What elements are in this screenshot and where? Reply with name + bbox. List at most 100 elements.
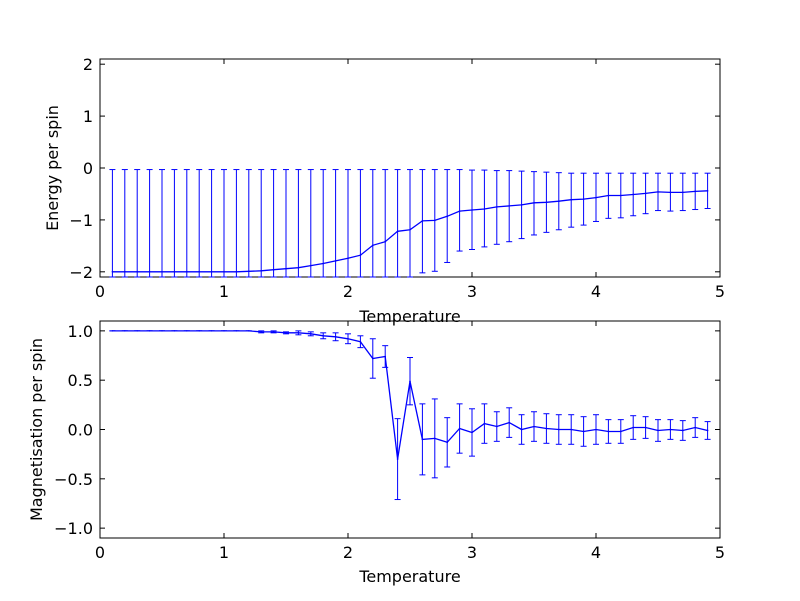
magnetisation-data-point [458,427,461,430]
magnetisation-data-point [607,430,610,433]
magnetisation-data-point [533,425,535,428]
magnetisation-data-point [322,334,325,337]
magnetisation-data-point [582,430,585,433]
magnetisation-ytick-label: 1.0 [68,322,93,341]
magnetisation-data-point [694,426,696,429]
energy-xtick-label: 4 [591,282,601,301]
energy-data-point [446,215,449,218]
magnetisation-data-point [235,330,238,332]
energy-data-point [161,271,163,273]
magnetisation-data-point [223,330,225,332]
energy-data-point [682,191,684,194]
energy-xtick-label: 3 [467,282,477,301]
magnetisation-data-point [471,431,473,434]
magnetisation-data-point [706,429,709,432]
energy-xtick-label: 0 [95,282,105,301]
energy-xlabel: Temperature [358,307,460,326]
magnetisation-data-point [558,428,560,431]
energy-data-point [520,204,523,206]
magnetisation-data-point [260,331,263,333]
magnetisation-data-point [285,332,287,334]
energy-data-point [533,201,535,204]
magnetisation-data-point [595,428,597,431]
magnetisation-data-point [483,422,486,425]
magnetisation-data-point [136,330,138,332]
magnetisation-data-point [148,330,151,332]
magnetisation-data-point [210,330,213,332]
energy-data-point [496,206,498,208]
magnetisation-data-point [657,429,659,432]
magnetisation-data-point [248,330,250,332]
energy-data-point [409,228,411,231]
energy-data-point [644,192,647,195]
magnetisation-data-point [421,438,424,441]
magnetisation-data-point [496,425,498,428]
magnetisation-data-point [347,337,349,340]
energy-data-point [173,271,176,273]
magnetisation-data-point [446,441,449,444]
magnetisation-data-point [434,437,436,440]
energy-ytick-label: −1 [69,211,93,230]
energy-data-point [458,210,461,212]
energy-data-point [124,271,126,273]
energy-data-point [272,268,275,271]
energy-data-point [384,240,387,243]
magnetisation-ytick-label: 0.5 [68,371,93,390]
energy-data-point [210,271,213,273]
energy-xtick-label: 2 [343,282,353,301]
energy-data-point [471,209,473,211]
energy-ytick-label: −2 [69,263,93,282]
magnetisation-data-point [198,330,200,332]
magnetisation-data-point [632,426,634,429]
energy-data-point [285,267,287,270]
magnetisation-ylabel: Magnetisation per spin [27,338,46,521]
energy-data-point [483,208,486,210]
energy-data-point [223,271,225,273]
energy-data-point [322,262,325,265]
energy-data-point [396,230,399,233]
energy-ytick-label: 1 [83,107,93,126]
energy-data-point [570,198,572,201]
magnetisation-data-point [545,427,548,430]
energy-data-point [334,260,337,262]
magnetisation-data-point [682,429,684,432]
magnetisation-data-point [520,428,523,431]
energy-data-point [595,196,597,199]
energy-data-point [434,219,436,222]
magnetisation-data-point [161,330,163,332]
energy-data-point [359,254,362,256]
energy-data-point [582,198,585,200]
magnetisation-data-point [359,340,362,343]
magnetisation-data-point [570,428,572,431]
magnetisation-data-point [396,458,399,460]
magnetisation-data-point [334,335,337,338]
energy-data-point [632,193,634,196]
energy-data-point [260,269,263,272]
energy-data-point [545,201,548,204]
magnetisation-ytick-label: 0.0 [68,421,93,440]
energy-data-point [235,271,238,273]
magnetisation-ytick-label: −1.0 [54,519,93,538]
energy-ylabel: Energy per spin [43,105,62,231]
magnetisation-data-point [310,333,312,335]
magnetisation-data-point [409,380,411,382]
magnetisation-panel: 0 1 2 3 4 5 −1.0 −0.5 0.0 0.5 1.0 Magnetisation per… [27,320,725,586]
magnetisation-data-point [272,331,275,333]
energy-data-point [558,200,560,203]
magnetisation-ytick-label: −0.5 [54,470,93,489]
energy-data-point [198,271,200,273]
energy-data-point [186,271,188,273]
magnetisation-xtick-label: 5 [715,543,725,562]
magnetisation-data-point [124,330,126,332]
energy-data-point [421,220,424,222]
magnetisation-data-point [644,426,647,429]
magnetisation-xtick-label: 2 [343,543,353,562]
energy-data-point [607,194,610,197]
magnetisation-xtick-label: 3 [467,543,477,562]
energy-data-point [297,266,300,269]
magnetisation-data-point [372,357,374,360]
energy-data-point [347,257,349,260]
energy-data-point [248,270,250,273]
